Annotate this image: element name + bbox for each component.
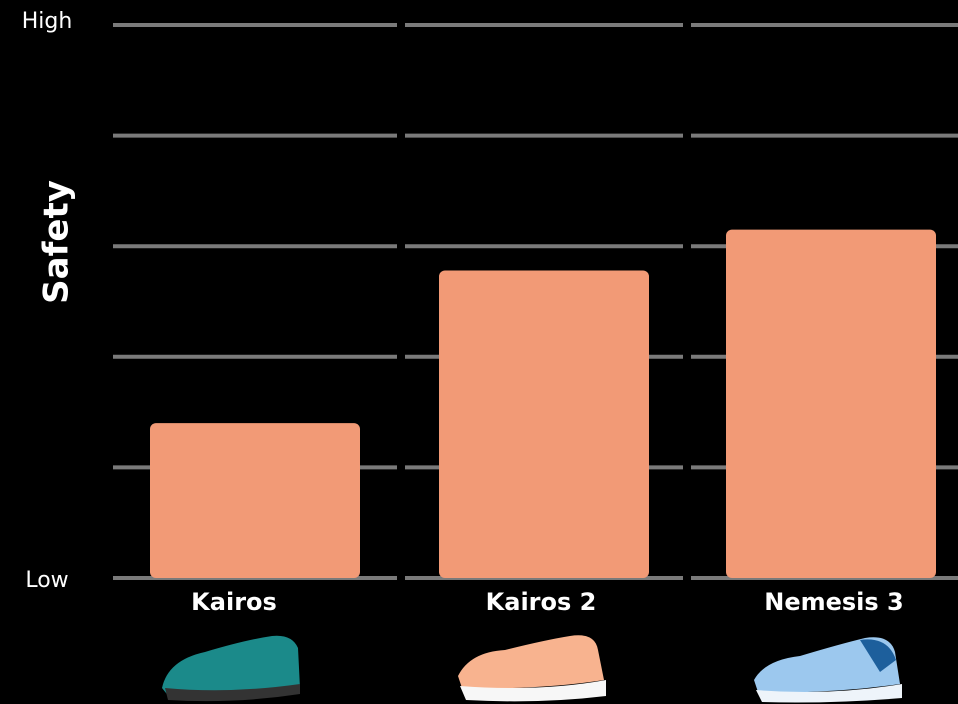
shoe-nemesis-3 <box>754 637 902 703</box>
y-axis-label: Safety <box>37 180 77 304</box>
shoe-kairos-2 <box>458 635 606 702</box>
bar <box>439 270 649 578</box>
bar <box>726 229 936 579</box>
y-tick-label: Low <box>25 568 68 593</box>
x-tick-label: Kairos <box>191 588 277 616</box>
x-tick-label: Nemesis 3 <box>764 588 904 616</box>
x-tick-label: Kairos 2 <box>486 588 597 616</box>
y-tick-label: High <box>22 9 73 34</box>
bar <box>150 423 360 578</box>
shoe-kairos <box>162 635 300 702</box>
